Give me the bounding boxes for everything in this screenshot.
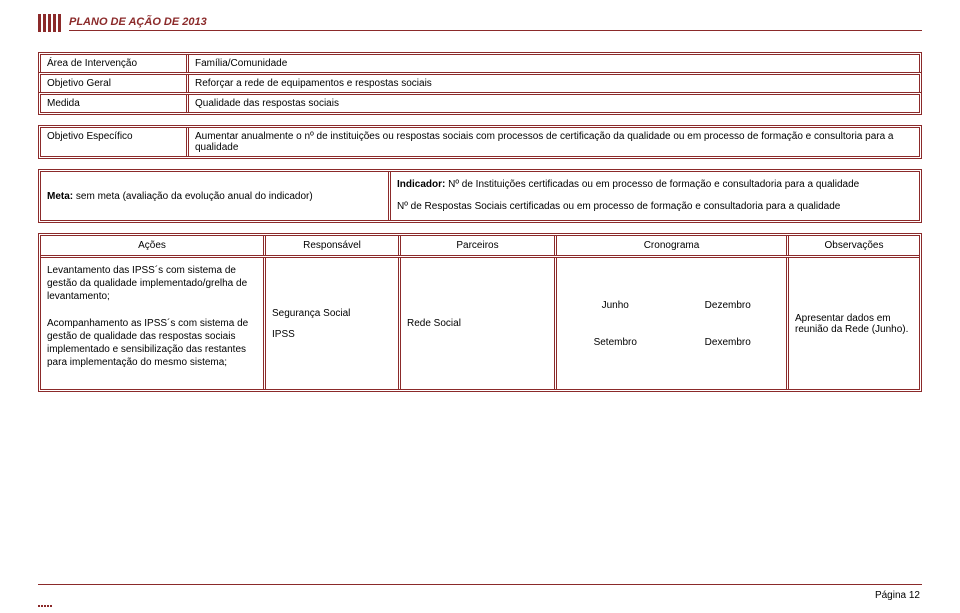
header-title: PLANO DE AÇÃO DE 2013: [69, 16, 922, 31]
footer-divider: [38, 584, 922, 585]
indicator-line1: Nº de Instituições certificadas ou em pr…: [445, 179, 859, 190]
row-label: Objetivo Geral: [41, 75, 189, 92]
meta-cell: Meta: sem meta (avaliação da evolução an…: [41, 172, 391, 220]
td-acoes: Levantamento das IPSS´s com sistema de g…: [41, 258, 266, 389]
resp-l2: IPSS: [272, 329, 392, 340]
cron-r1c1: Junho: [563, 300, 668, 311]
th-acoes: Ações: [41, 236, 266, 255]
objetivo-box: Objetivo Específico Aumentar anualmente …: [38, 125, 922, 159]
objetivo-label: Objetivo Específico: [41, 128, 189, 156]
td-observacoes: Apresentar dados em reunião da Rede (Jun…: [789, 258, 919, 389]
indicator-label-bold: Indicador:: [397, 179, 445, 190]
acoes-p2: Acompanhamento as IPSS´s com sistema de …: [47, 317, 257, 369]
parc-text: Rede Social: [407, 318, 461, 329]
cron-r2c2: Dexembro: [676, 337, 781, 348]
top-info-box: Área de Intervenção Família/Comunidade O…: [38, 52, 922, 115]
row-label: Área de Intervenção: [41, 55, 189, 72]
table-body-row: Levantamento das IPSS´s com sistema de g…: [41, 258, 919, 389]
page-number: Página 12: [875, 590, 920, 601]
th-responsavel: Responsável: [266, 236, 401, 255]
cron-r2c1: Setembro: [563, 337, 668, 348]
indicator-line2: Nº de Respostas Sociais certificadas ou …: [397, 200, 913, 214]
page-header: PLANO DE AÇÃO DE 2013: [38, 14, 922, 32]
logo-icon: [38, 14, 61, 32]
table-header-row: Ações Responsável Parceiros Cronograma O…: [41, 236, 919, 258]
footer-logo-icon: [38, 605, 52, 607]
td-parceiros: Rede Social: [401, 258, 557, 389]
row-value: Reforçar a rede de equipamentos e respos…: [189, 75, 919, 92]
row-value: Família/Comunidade: [189, 55, 919, 72]
meta-indicator-box: Meta: sem meta (avaliação da evolução an…: [38, 169, 922, 223]
th-cronograma: Cronograma: [557, 236, 789, 255]
cron-r1c2: Dezembro: [676, 300, 781, 311]
meta-label-rest: sem meta (avaliação da evolução anual do…: [73, 191, 313, 202]
th-parceiros: Parceiros: [401, 236, 557, 255]
td-responsavel: Segurança Social IPSS: [266, 258, 401, 389]
actions-table: Ações Responsável Parceiros Cronograma O…: [38, 233, 922, 392]
meta-label-bold: Meta:: [47, 191, 73, 202]
row-label: Medida: [41, 95, 189, 112]
th-observacoes: Observações: [789, 236, 919, 255]
resp-l1: Segurança Social: [272, 308, 392, 319]
indicator-cell: Indicador: Nº de Instituições certificad…: [391, 172, 919, 220]
objetivo-value: Aumentar anualmente o nº de instituições…: [189, 128, 919, 156]
obs-text: Apresentar dados em reunião da Rede (Jun…: [795, 313, 913, 335]
td-cronograma: Junho Dezembro Setembro Dexembro: [557, 258, 789, 389]
row-value: Qualidade das respostas sociais: [189, 95, 919, 112]
acoes-p1: Levantamento das IPSS´s com sistema de g…: [47, 264, 257, 303]
